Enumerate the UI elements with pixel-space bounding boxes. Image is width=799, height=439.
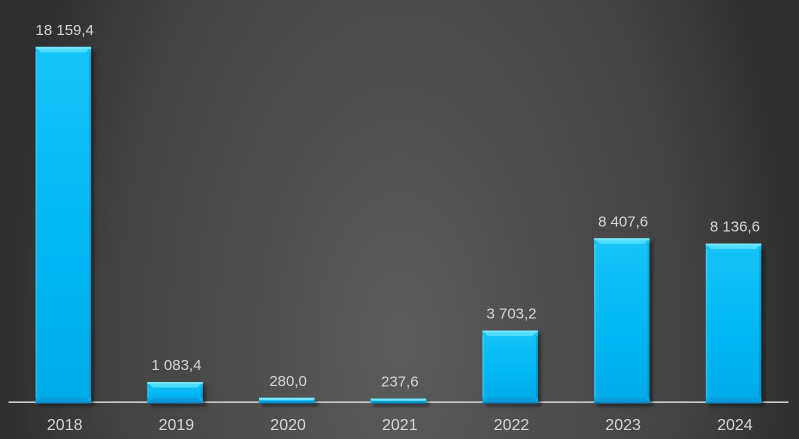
svg-text:2022: 2022 [494,417,530,434]
svg-text:8 407,6: 8 407,6 [598,213,648,230]
svg-text:18 159,4: 18 159,4 [36,22,94,39]
svg-text:3 703,2: 3 703,2 [486,306,536,323]
svg-text:2018: 2018 [47,417,83,434]
svg-text:237,6: 237,6 [381,374,419,391]
svg-text:2024: 2024 [717,417,753,434]
svg-text:2019: 2019 [159,417,195,434]
svg-text:2023: 2023 [605,417,641,434]
svg-text:280,0: 280,0 [269,373,307,390]
svg-text:2020: 2020 [270,417,306,434]
svg-text:1 083,4: 1 083,4 [151,357,201,374]
svg-text:8 136,6: 8 136,6 [710,219,760,236]
svg-text:2021: 2021 [382,417,418,434]
